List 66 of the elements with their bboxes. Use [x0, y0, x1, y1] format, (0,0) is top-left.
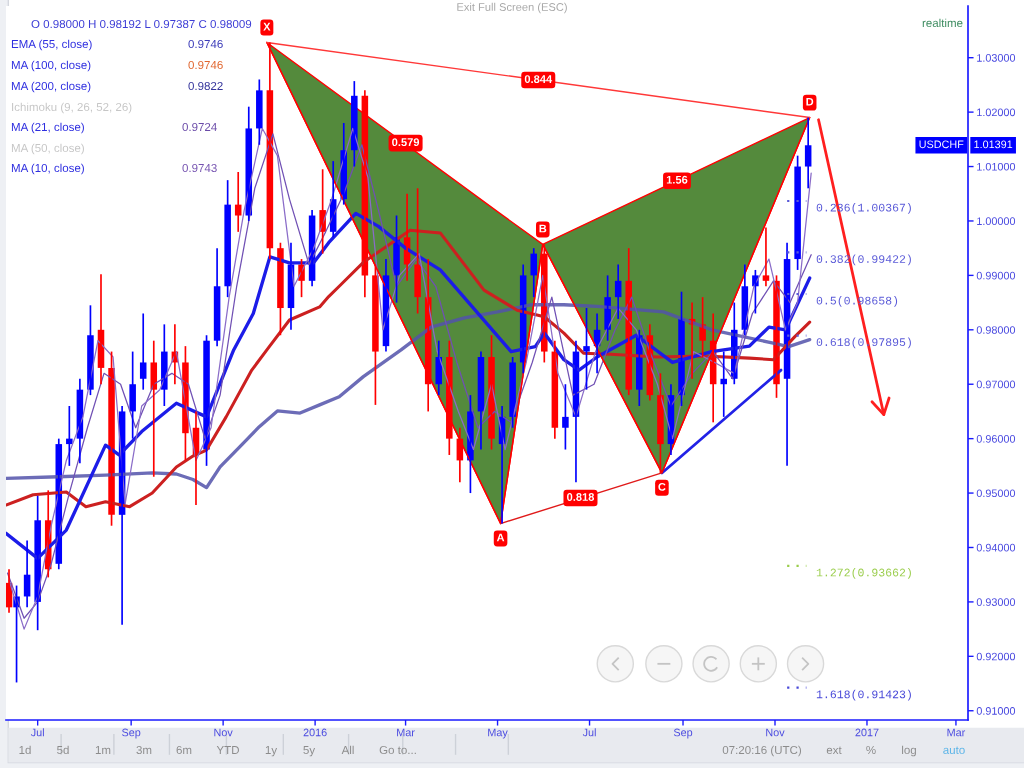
x-tick-label: Sep	[122, 728, 141, 739]
x-tick-label: Nov	[214, 728, 233, 737]
annotation: 0.818	[567, 493, 595, 501]
text: 1y	[265, 746, 278, 757]
y-tick-label: 0.95000	[976, 489, 1016, 498]
annotation: Exit Full Screen (ESC)	[457, 2, 567, 14]
annotation: 0.9822	[188, 81, 223, 91]
text: 1m	[95, 746, 111, 754]
x-tick-label: 2017	[855, 728, 879, 737]
annotation: 0.579	[392, 138, 420, 147]
text: 5d	[57, 745, 69, 755]
y-tick-label: 0.96000	[976, 435, 1016, 443]
y-tick-label: 1.03000	[977, 54, 1016, 62]
y-tick-label: 0.94000	[976, 543, 1016, 552]
y-tick-label: 1.01000	[977, 162, 1016, 171]
annotation: O 0.98000 H 0.98192 L 0.97387 C 0.98009	[31, 19, 252, 29]
annotation: realtime	[922, 18, 963, 28]
x-tick-label: Jul	[582, 728, 596, 737]
y-tick-label: 0.97000	[976, 380, 1016, 389]
x-tick-label: Nov	[766, 728, 785, 737]
annotation: MA (10, close)	[11, 163, 84, 175]
legend-label: USDCHF	[919, 140, 964, 149]
annotation: 0.9746	[188, 60, 223, 70]
annotation: EMA (55, close)	[11, 39, 92, 51]
text: YTD	[216, 746, 239, 754]
text: 3m	[136, 745, 152, 755]
annotation: 0.9743	[182, 163, 217, 173]
text: log	[902, 745, 916, 757]
text: Go to...	[379, 745, 416, 755]
annotation: MA (100, close)	[11, 60, 91, 72]
y-tick-label: 0.99000	[976, 271, 1016, 280]
data-label: X	[263, 22, 271, 31]
x-tick-label: Sep	[673, 728, 693, 739]
x-tick-label: Jul	[30, 728, 44, 737]
ref-line-label: 1.618(0.91423)	[816, 689, 911, 701]
y-tick-label: 0.93000	[976, 598, 1016, 606]
y-tick-label: 0.92000	[976, 652, 1016, 661]
annotation: 0.9724	[182, 122, 217, 132]
data-label: B	[539, 224, 547, 233]
text: 1.01391	[974, 140, 1013, 149]
y-tick-label: 0.98000	[976, 326, 1016, 334]
text: 1d	[19, 745, 31, 755]
x-tick-label: Mar	[397, 728, 415, 737]
annotation: MA (200, close)	[11, 81, 91, 93]
x-tick-label: May	[488, 728, 508, 739]
y-tick-label: 1.02000	[977, 108, 1016, 117]
text: ext	[826, 746, 842, 755]
annotation: 0.844	[524, 75, 553, 83]
data-label: A	[496, 533, 505, 542]
ref-line-label: 1.272(0.93662)	[816, 567, 911, 579]
annotation: 0.9746	[188, 39, 223, 49]
annotation: MA (21, close)	[11, 122, 84, 134]
text: %	[866, 745, 876, 755]
text: 5y	[303, 746, 316, 757]
annotation: MA (50, close)	[11, 143, 84, 155]
y-tick-label: 0.91000	[976, 707, 1016, 715]
text: auto	[943, 746, 965, 755]
x-tick-label: Mar	[947, 728, 966, 737]
annotation: 1.56	[666, 175, 688, 184]
text: 6m	[176, 745, 192, 755]
text: 07:20:16 (UTC)	[722, 745, 802, 757]
data-label: D	[806, 97, 814, 106]
text: All	[341, 745, 354, 754]
y-tick-label: 1.00000	[977, 217, 1016, 225]
data-label: C	[658, 482, 666, 491]
x-tick-label: 2016	[303, 728, 327, 737]
